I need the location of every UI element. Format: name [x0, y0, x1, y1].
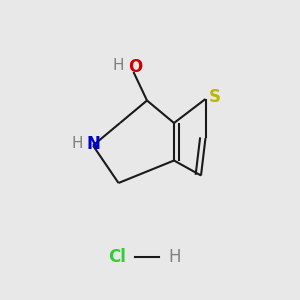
- Text: O: O: [128, 58, 142, 76]
- Text: S: S: [209, 88, 221, 106]
- Text: H: H: [72, 136, 83, 152]
- Text: H: H: [168, 248, 181, 266]
- Text: N: N: [86, 135, 100, 153]
- Text: H: H: [112, 58, 124, 73]
- Text: Cl: Cl: [108, 248, 126, 266]
